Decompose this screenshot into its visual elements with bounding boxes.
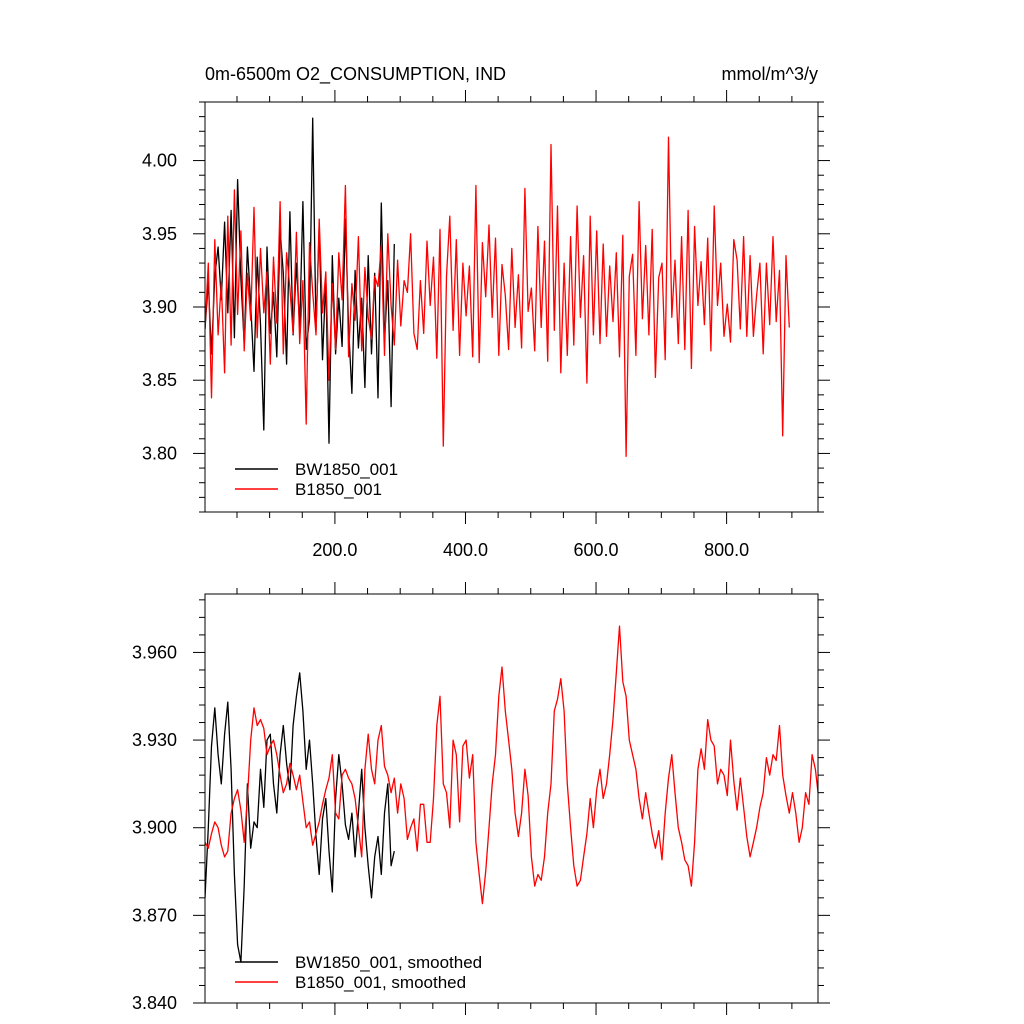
bottom-panel: 3.840 3.870 3.900 3.930 3.960 BW1850_001, smo…: [132, 582, 830, 1015]
y-tick-label: 3.90: [142, 297, 177, 317]
y-tick-label: 3.80: [142, 443, 177, 463]
units-label: mmol/m^3/y: [722, 64, 818, 84]
x-tick-label: 400.0: [443, 540, 488, 560]
y-tick-label: 3.870: [132, 905, 177, 925]
plot-frame: [204, 101, 819, 513]
y-tick-label: 3.900: [132, 818, 177, 838]
y-tick-label: 3.85: [142, 370, 177, 390]
y-tick-label: 4.00: [142, 151, 177, 171]
x-tick-label: 600.0: [574, 540, 619, 560]
x-tick-label: 800.0: [704, 540, 749, 560]
legend-label: BW1850_001, smoothed: [295, 953, 482, 972]
top-panel: 0m-6500m O2_CONSUMPTION, IND mmol/m^3/y …: [142, 64, 830, 560]
plot-frame: [204, 593, 819, 1004]
legend-label: B1850_001: [295, 480, 382, 499]
legend-label: B1850_001, smoothed: [295, 973, 466, 992]
series-line-2: [205, 625, 818, 905]
series-line-2: [205, 136, 790, 458]
y-tick-label: 3.95: [142, 224, 177, 244]
legend-label: BW1850_001: [295, 460, 398, 479]
x-tick-label: 200.0: [312, 540, 357, 560]
y-tick-label: 3.960: [132, 642, 177, 662]
y-tick-label: 3.930: [132, 730, 177, 750]
y-tick-label: 3.840: [132, 993, 177, 1013]
series-line-1: [205, 672, 395, 963]
chart-title: 0m-6500m O2_CONSUMPTION, IND: [205, 64, 506, 85]
